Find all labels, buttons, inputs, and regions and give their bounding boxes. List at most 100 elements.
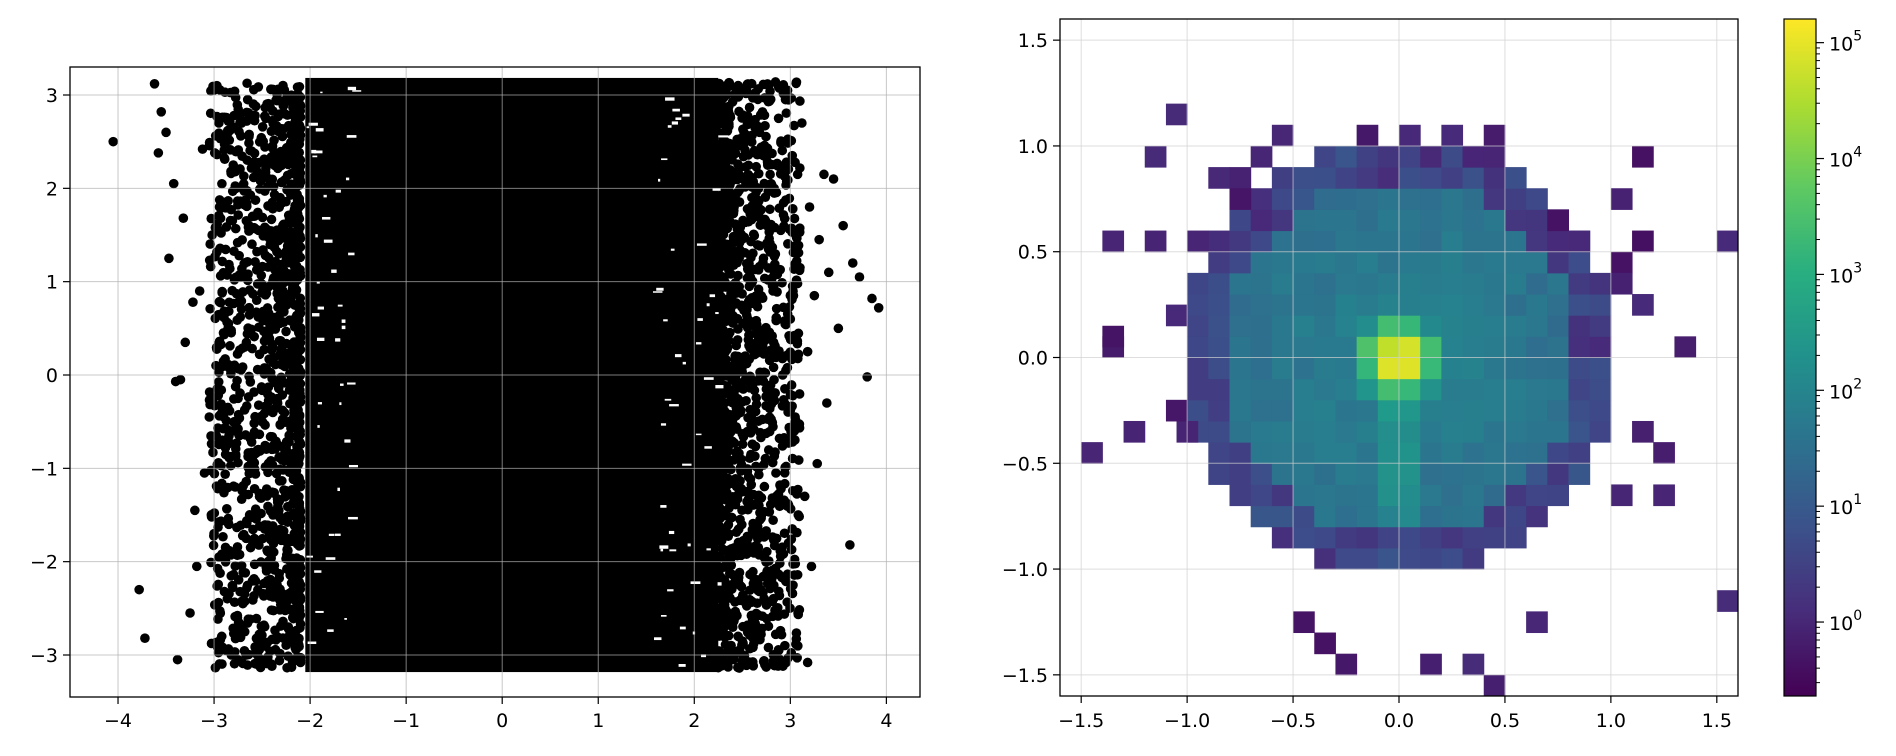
scatter-x-tick-label: 1 [592, 710, 604, 732]
scatter-point [219, 153, 230, 163]
scatter-gap [325, 557, 336, 560]
scatter-gap [314, 150, 323, 154]
scatter-gap [696, 243, 707, 246]
heatmap-cell [1547, 272, 1569, 295]
heatmap-cell [1399, 399, 1421, 422]
scatter-point [802, 346, 813, 357]
heatmap-cell [1504, 378, 1527, 401]
heatmap-cell [1420, 145, 1442, 168]
scatter-point [225, 145, 236, 155]
scatter-point [735, 514, 745, 525]
heatmap-cell [1314, 167, 1336, 189]
scatter-point [769, 374, 779, 385]
scatter-point [232, 237, 243, 248]
scatter-point [729, 389, 739, 400]
scatter-point [291, 560, 302, 570]
scatter-point [732, 141, 743, 152]
heatmap-cell [1271, 167, 1294, 189]
heatmap-cell [1250, 378, 1273, 401]
scatter-point [258, 136, 269, 147]
heatmap-cell [1399, 526, 1421, 549]
scatter-point [753, 529, 764, 540]
scatter-point [804, 202, 815, 212]
scatter-point [290, 316, 301, 327]
scatter-point [716, 623, 726, 633]
scatter-gap [340, 383, 344, 386]
heatmap-cell [1314, 399, 1336, 422]
scatter-point [172, 654, 183, 665]
scatter-point [244, 129, 254, 140]
heatmap-cell [1250, 484, 1273, 507]
heatmap-grid [1060, 19, 1738, 696]
scatter-point [749, 230, 760, 241]
heatmap-cell [1293, 526, 1315, 549]
scatter-point [778, 210, 789, 220]
heatmap-cell [1504, 336, 1527, 358]
heatmap-cell [1250, 336, 1273, 358]
scatter-point [732, 550, 743, 561]
heatmap-cell [1314, 547, 1336, 570]
scatter-gap [687, 543, 691, 547]
scatter-point [773, 586, 784, 597]
scatter-point [277, 176, 288, 187]
scatter-point [259, 111, 270, 121]
scatter-point [794, 511, 805, 522]
scatter-point [773, 489, 784, 499]
scatter-point [219, 329, 229, 340]
scatter-point [230, 444, 241, 454]
scatter-point [213, 579, 224, 590]
scatter-point [717, 272, 728, 282]
heatmap-cell [1314, 188, 1336, 210]
heatmap-cell [1547, 230, 1569, 253]
heatmap-cell [1589, 357, 1612, 380]
heatmap-cell [1250, 230, 1273, 253]
scatter-point [249, 590, 259, 601]
scatter-point [716, 661, 727, 671]
scatter-point [249, 429, 260, 440]
heatmap-cell [1250, 442, 1273, 464]
scatter-point [734, 448, 744, 459]
heatmap-cell [1399, 230, 1421, 253]
heatmap-cell [1187, 272, 1209, 295]
heatmap-x-tick-label: −1.0 [1164, 710, 1210, 732]
scatter-point [276, 146, 286, 157]
scatter-point [776, 138, 786, 148]
scatter-point [205, 108, 216, 119]
heatmap-cell [1271, 463, 1294, 485]
scatter-point [206, 213, 217, 224]
heatmap-cell [1504, 399, 1527, 422]
scatter-point [716, 250, 726, 261]
scatter-point [217, 256, 228, 267]
scatter-point [724, 561, 734, 572]
heatmap-cell [1250, 145, 1273, 168]
scatter-point [295, 354, 306, 365]
scatter-y-tick-label: −3 [30, 645, 58, 667]
scatter-point [263, 157, 274, 167]
scatter-point [723, 105, 734, 116]
heatmap-cell [1420, 230, 1442, 253]
heatmap-cell [1568, 251, 1591, 274]
scatter-point [737, 636, 748, 646]
scatter-gap [327, 629, 334, 632]
scatter-point [266, 226, 277, 236]
scatter-point [244, 138, 254, 148]
heatmap-cell [1441, 526, 1464, 549]
heatmap-cell [1229, 188, 1252, 210]
heatmap-cell [1547, 294, 1569, 316]
heatmap-cell [1441, 378, 1464, 401]
scatter-gap [712, 188, 721, 191]
heatmap-cell [1462, 315, 1485, 337]
heatmap-cell [1229, 420, 1252, 443]
scatter-point [220, 87, 230, 97]
heatmap-cell [1399, 145, 1421, 168]
heatmap-cell [1399, 209, 1421, 232]
heatmap-cell [1441, 315, 1464, 337]
scatter-point [226, 168, 236, 179]
heatmap-cell [1293, 442, 1315, 464]
scatter-point [766, 345, 776, 355]
scatter-point [777, 145, 788, 156]
heatmap-cell [1483, 294, 1506, 316]
heatmap-cell [1399, 188, 1421, 210]
scatter-point [212, 383, 223, 394]
scatter-gap [706, 303, 710, 307]
